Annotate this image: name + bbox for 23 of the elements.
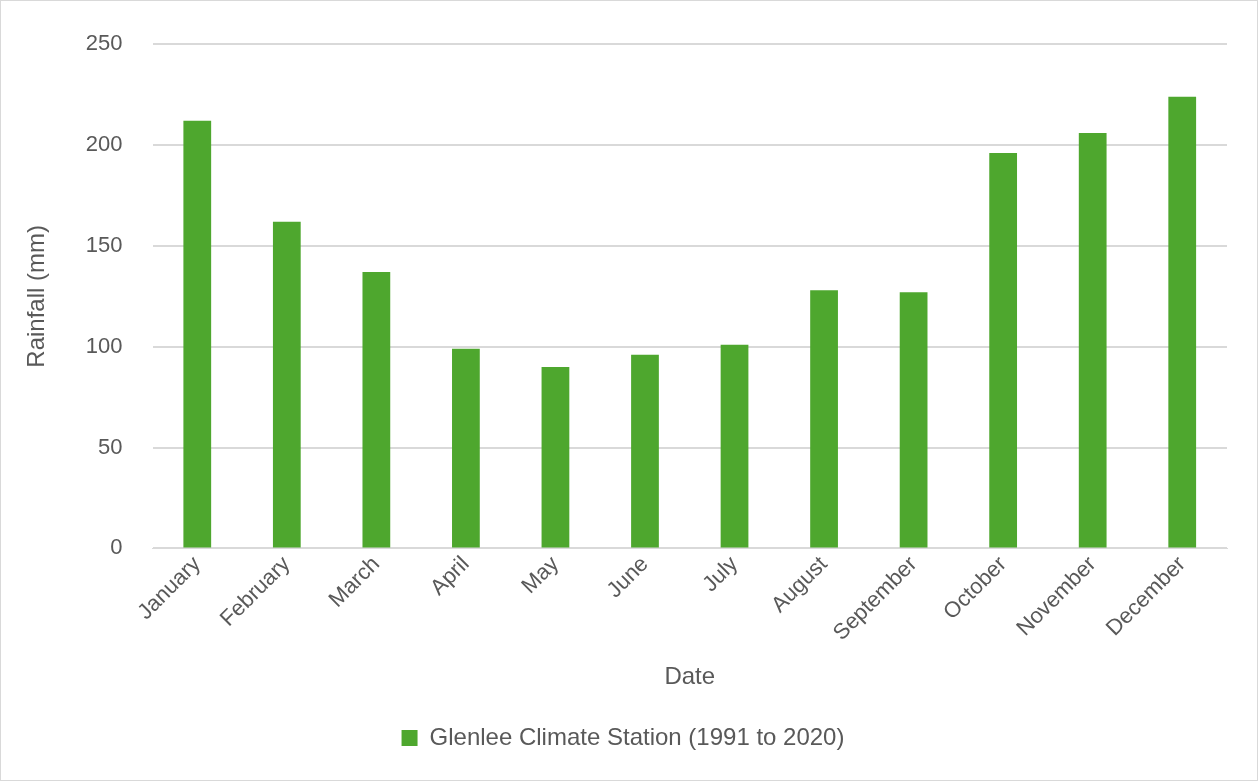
y-tick-label: 50 — [98, 433, 123, 459]
bar — [899, 292, 928, 548]
x-tick-label: May — [516, 550, 564, 598]
bar — [541, 366, 570, 548]
bar — [362, 272, 391, 548]
y-axis-title: Rainfall (mm) — [22, 224, 50, 368]
bar — [810, 290, 838, 548]
bar — [631, 354, 659, 548]
bar — [720, 344, 749, 548]
bar — [452, 348, 480, 548]
y-tick-label: 250 — [85, 30, 123, 56]
legend-label: Glenlee Climate Station (1991 to 2020) — [429, 722, 845, 750]
x-axis-title: Date — [664, 662, 716, 690]
bar — [1168, 96, 1197, 548]
bar — [183, 120, 212, 548]
bar — [272, 221, 301, 548]
bar — [1078, 132, 1107, 548]
y-tick-label: 150 — [85, 231, 123, 257]
y-tick-label: 200 — [85, 131, 123, 157]
y-tick-label: 0 — [110, 534, 123, 560]
bar — [989, 153, 1018, 548]
y-tick-label: 100 — [85, 332, 123, 358]
x-tick-label: July — [697, 550, 743, 597]
